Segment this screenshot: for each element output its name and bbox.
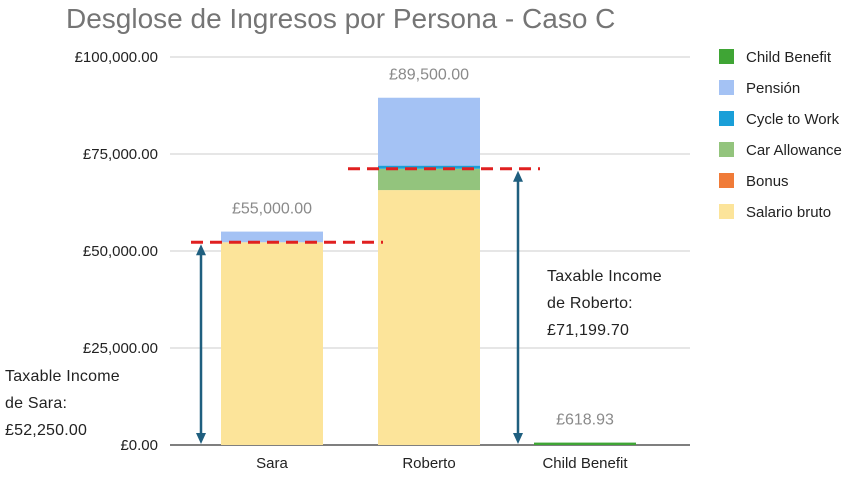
taxable-income-annotations: Taxable Income de Sara: £52,250.00Taxable … <box>5 268 662 439</box>
y-axis-tick-labels: £0.00 £25,000.00 £50,000.00 £75,000.00 £100,… <box>75 49 158 454</box>
y-tick-label: £75,000.00 <box>83 146 158 163</box>
bar-segment <box>221 231 323 243</box>
legend-label: Pensión <box>746 80 800 97</box>
annotation-line: £71,199.70 <box>547 322 629 339</box>
y-tick-label: £25,000.00 <box>83 340 158 357</box>
legend-label: Car Allowance <box>746 142 842 159</box>
bar-segment <box>534 442 636 445</box>
bars <box>221 97 636 445</box>
legend-label: Bonus <box>746 173 789 190</box>
arrow-head-down <box>513 433 523 444</box>
legend-label: Cycle to Work <box>746 111 840 128</box>
bar-total-label: £89,500.00 <box>389 67 469 84</box>
bar-total-label: £618.93 <box>556 412 614 429</box>
annotation-line: de Roberto: <box>547 295 633 312</box>
legend-swatch <box>719 173 734 188</box>
annotation-line: de Sara: <box>5 395 67 412</box>
annotation-line: Taxable Income <box>547 268 662 285</box>
legend-swatch <box>719 80 734 95</box>
taxable-income-threshold-lines <box>191 167 540 244</box>
bar-total-label: £55,000.00 <box>232 201 312 218</box>
taxable-income-annotation: Taxable Income de Sara: £52,250.00 <box>5 368 120 439</box>
bar-total-labels: £55,000.00 £89,500.00 £618.93 <box>232 67 614 429</box>
taxable-income-annotation: Taxable Income de Roberto: £71,199.70 <box>547 268 662 339</box>
x-tick-label: Sara <box>256 455 288 472</box>
x-tick-label: Child Benefit <box>542 455 628 472</box>
bar-segment <box>221 242 323 445</box>
annotation-line: Taxable Income <box>5 368 120 385</box>
legend-label: Child Benefit <box>746 49 832 66</box>
arrow-head-up <box>513 170 523 182</box>
y-tick-label: £0.00 <box>120 437 158 454</box>
bar-segment <box>378 165 480 169</box>
bar-segment <box>378 190 480 445</box>
bar-segment <box>378 97 480 166</box>
legend-swatch <box>719 204 734 219</box>
legend-swatch <box>719 49 734 64</box>
arrow-head-down <box>196 433 206 444</box>
taxable-income-arrows <box>196 170 523 444</box>
legend-label: Salario bruto <box>746 204 831 221</box>
annotation-line: £52,250.00 <box>5 422 87 439</box>
bar-segment <box>378 168 480 191</box>
x-axis-category-labels: Sara Roberto Child Benefit <box>256 455 628 472</box>
y-tick-label: £100,000.00 <box>75 49 158 66</box>
y-tick-label: £50,000.00 <box>83 243 158 260</box>
legend: Child Benefit Pensión Cycle to Work Car All… <box>719 49 842 221</box>
chart-title: Desglose de Ingresos por Persona - Caso … <box>66 3 615 34</box>
x-tick-label: Roberto <box>402 455 455 472</box>
arrow-head-up <box>196 244 206 256</box>
legend-swatch <box>719 142 734 157</box>
legend-swatch <box>719 111 734 126</box>
